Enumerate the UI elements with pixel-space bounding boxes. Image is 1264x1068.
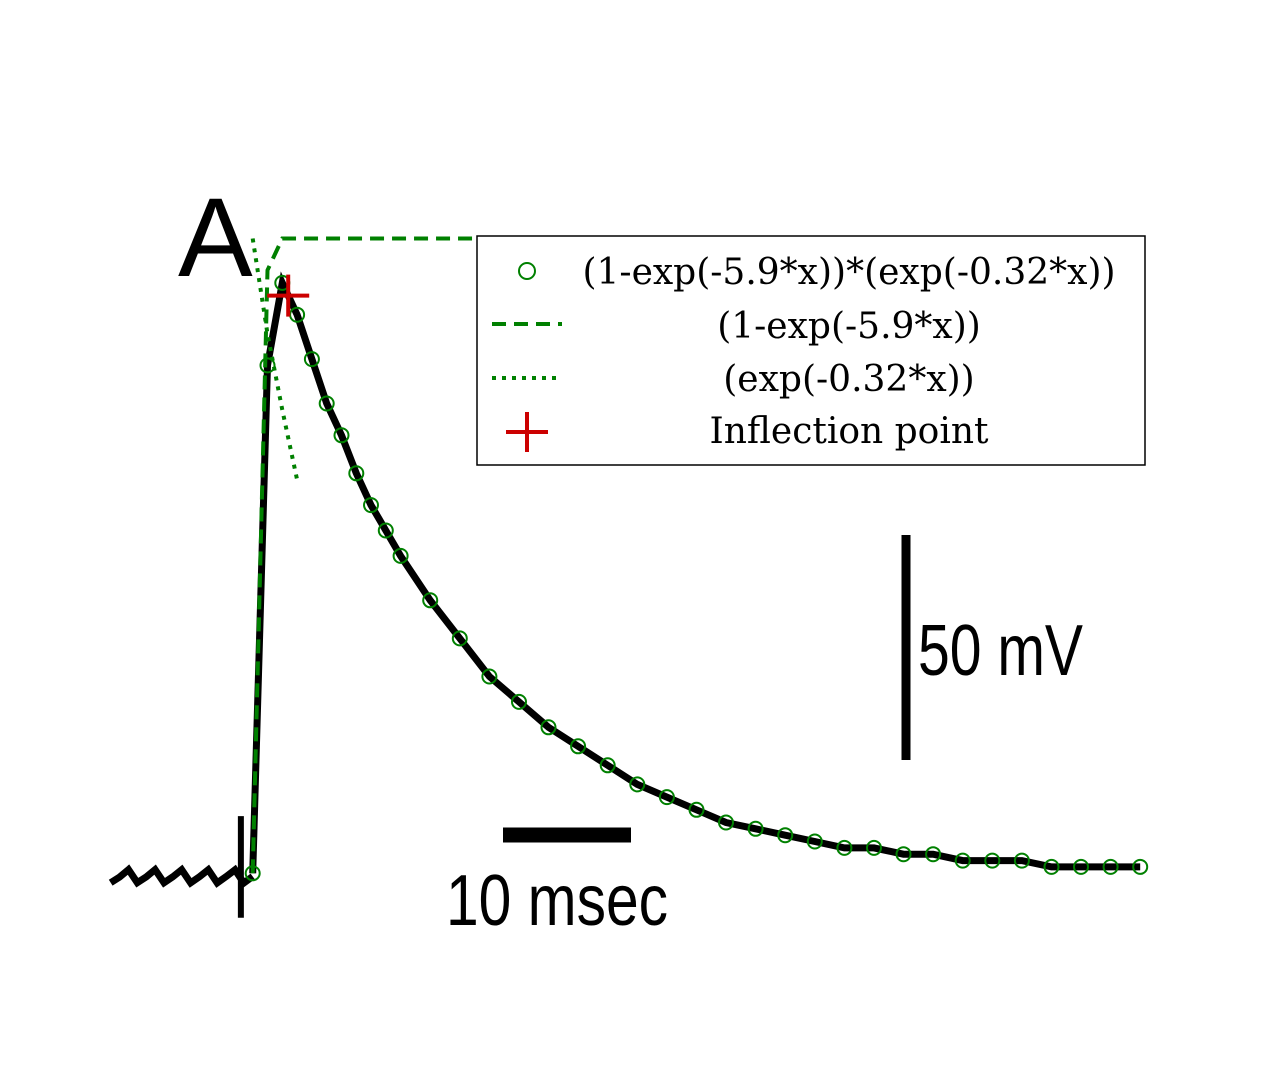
series-product-markers [244, 274, 1149, 882]
data-point [658, 789, 675, 806]
panel-label: A [178, 175, 253, 300]
data-point [511, 693, 527, 710]
data-point [363, 497, 379, 514]
data-point [303, 351, 320, 368]
data-point [318, 395, 335, 412]
data-point [806, 833, 823, 850]
legend-label-inflection: Inflection point [709, 411, 989, 452]
data-point [599, 757, 616, 774]
data-point [836, 839, 853, 856]
data-point [570, 738, 587, 755]
legend-label-decay: (exp(-0.32*x)) [723, 359, 974, 400]
legend-label-product: (1-exp(-5.9*x))*(exp(-0.32*x)) [582, 252, 1115, 293]
data-point [1013, 852, 1030, 869]
data-point [747, 820, 764, 837]
data-point [333, 427, 350, 444]
legend-box [476, 235, 1146, 466]
data-point [984, 852, 1001, 869]
data-point [866, 839, 882, 856]
recorded-trace [249, 271, 1141, 874]
data-point [540, 719, 557, 736]
data-point [629, 776, 646, 793]
data-point [1102, 858, 1119, 875]
legend-marker-cross [506, 412, 548, 452]
data-point [1132, 858, 1149, 875]
data-point [244, 865, 261, 882]
data-point [392, 547, 409, 564]
data-point [348, 465, 365, 482]
voltage-scale-label: 50 mV [918, 611, 1083, 691]
data-point [451, 630, 468, 647]
inflection-marker-layer [267, 274, 310, 317]
legend-label-rise: (1-exp(-5.9*x)) [717, 306, 981, 347]
recorded-trace-baseline [108, 816, 255, 918]
data-point [688, 801, 705, 818]
data-point [954, 852, 971, 869]
data-point [718, 814, 734, 831]
data-point [1043, 858, 1060, 875]
data-point [422, 592, 439, 609]
data-point [481, 668, 498, 685]
legend-marker-circles [518, 262, 536, 280]
series-decay-line [250, 238, 300, 481]
data-point [777, 827, 794, 844]
time-scale-label: 10 msec [446, 861, 668, 941]
data-point [895, 846, 912, 863]
data-point [259, 357, 276, 374]
baseline-trace-line [108, 864, 255, 889]
inflection-point-marker [267, 274, 310, 317]
data-point [377, 522, 394, 539]
data-point [925, 846, 942, 863]
legend: (1-exp(-5.9*x))*(exp(-0.32*x)) (1-exp(-5… [476, 235, 1146, 466]
data-point [1073, 858, 1089, 875]
